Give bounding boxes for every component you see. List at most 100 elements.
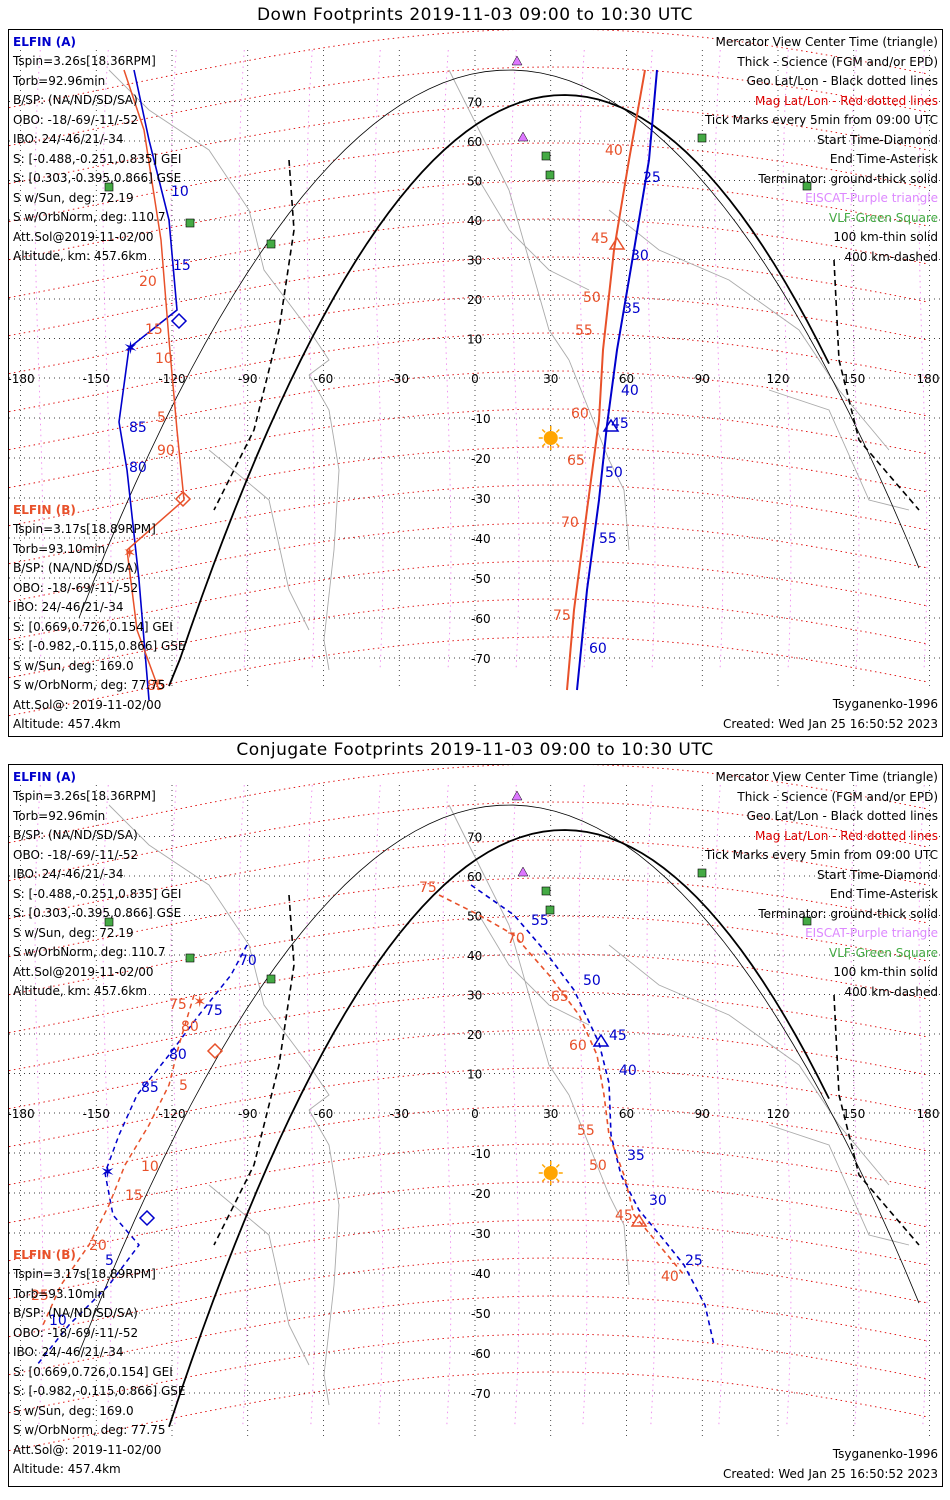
elfin-a-tick-label: 40 <box>621 383 639 399</box>
elfin-b-tick-label: 10 <box>155 351 173 367</box>
satellite-info-line: B/SP: (NA/ND/SD/SA) <box>13 1306 138 1320</box>
coastline <box>608 944 890 1186</box>
vlf-station-square-icon <box>266 974 276 984</box>
elfin-b-tick-label: 65 <box>567 453 585 469</box>
satellite-info-line: S w/OrbNorm, deg: 77.75 <box>13 678 166 692</box>
elfin-a-tick-label: 50 <box>583 973 601 989</box>
elfin-a-track-east <box>470 884 715 1346</box>
mag-longitude-line <box>374 784 384 1426</box>
terminator-400km-line <box>213 894 295 1246</box>
sun-ray <box>555 1163 560 1168</box>
elfin-b-tick-label: 45 <box>591 231 609 247</box>
lat-tick-label: -20 <box>471 1187 491 1201</box>
sun-ray <box>541 1178 546 1183</box>
legend-line: EISCAT-Purple triangle <box>805 926 938 940</box>
satellite-info-line: Torb=93.10min <box>13 1286 106 1301</box>
elfin-b-title: ELFIN (B) <box>13 503 76 517</box>
lat-tick-label: -40 <box>471 532 491 546</box>
lat-tick-label: -20 <box>471 452 491 466</box>
satellite-info-line: Att.Sol@: 2019-11-02/00 <box>13 697 162 712</box>
terminator-400km-line <box>213 159 295 511</box>
legend-line: Geo Lat/Lon - Black dotted lines <box>746 809 938 823</box>
mag-latitude-line <box>9 1143 930 1224</box>
elfin-a-tick-label: 40 <box>619 1063 637 1079</box>
mag-latitude-line <box>9 1257 930 1338</box>
lat-tick-label: 20 <box>467 293 482 307</box>
satellite-info-line: Torb=92.96min <box>13 808 106 823</box>
elfin-a-title: ELFIN (A) <box>13 770 76 784</box>
elfin-a-tick-label: 70 <box>239 953 257 969</box>
satellite-info-line: Att.Sol@: 2019-11-02/00 <box>13 1442 162 1457</box>
legend-line: Thick - Science (FGM and/or EPD) <box>737 54 938 69</box>
elfin-a-tick-label: 10 <box>49 1313 67 1329</box>
mag-longitude-line <box>646 784 656 1426</box>
mag-longitude-line <box>782 49 792 671</box>
elfin-a-tick-label: 25 <box>685 1253 703 1269</box>
panel-title-conjugate: Conjugate Footprints 2019-11-03 09:00 to… <box>236 740 714 760</box>
lat-tick-label: 60 <box>467 135 482 149</box>
mag-latitude-line <box>9 801 930 882</box>
elfin-a-tick-label: 45 <box>609 1028 627 1044</box>
coastline <box>478 914 590 1026</box>
satellite-info-line: Altitude: 457.4km <box>13 1462 121 1476</box>
mag-latitude-line <box>9 66 930 147</box>
elfin-a-tick-label: 30 <box>649 1193 667 1209</box>
elfin-b-tick-label: 40 <box>661 1269 679 1285</box>
lat-tick-label: -60 <box>471 1347 491 1361</box>
elfin-b-tick-label: 10 <box>141 1159 159 1175</box>
mag-longitude-line <box>102 784 112 1426</box>
mag-latitude-line <box>9 484 930 565</box>
mag-latitude-line <box>9 294 930 375</box>
elfin-b-tick-label: 70 <box>507 931 525 947</box>
mag-latitude-line <box>9 370 930 451</box>
lon-tick-label: 90 <box>695 1107 710 1121</box>
satellite-info-line: Tspin=3.26s[18.36RPM] <box>13 789 156 803</box>
elfin-b-start-diamond-icon <box>174 490 192 508</box>
vlf-station-square-icon <box>802 916 812 926</box>
elfin-b-tick-label: 50 <box>583 290 601 306</box>
lat-tick-label: 30 <box>467 989 482 1003</box>
lon-tick-label: -180 <box>9 1107 35 1121</box>
satellite-info-line: S w/Sun, deg: 72.19 <box>13 925 134 940</box>
coastline <box>768 389 910 511</box>
lat-tick-label: -50 <box>471 572 491 586</box>
satellite-info-line: OBO: -18/-69/-11/-52 <box>13 847 139 862</box>
elfin-b-tick-label: 20 <box>89 1238 107 1254</box>
lon-tick-label: 60 <box>619 1107 634 1121</box>
satellite-info-line: S w/OrbNorm, deg: 110.7 <box>13 210 166 224</box>
legend-line: Geo Lat/Lon - Black dotted lines <box>746 74 938 88</box>
eiscat-triangle-icon <box>511 55 523 66</box>
coastline <box>768 1124 910 1246</box>
lon-tick-label: 150 <box>842 372 865 386</box>
elfin-b-end-asterisk-icon: ✶ <box>123 543 136 562</box>
model-label: Tsyganenko-1996 <box>832 1447 938 1461</box>
vlf-station-square-icon <box>545 170 555 180</box>
elfin-a-tick-label: 45 <box>611 416 629 432</box>
legend-line: 100 km-thin solid <box>833 965 938 979</box>
sun-ray <box>541 428 546 433</box>
lon-tick-label: 30 <box>543 1107 558 1121</box>
satellite-info-line: Altitude, km: 457.6km <box>13 984 148 998</box>
coastline <box>448 804 570 1096</box>
terminator-100km-line <box>78 804 920 1354</box>
lon-tick-label: 0 <box>471 1107 479 1121</box>
elfin-a-tick-label: 30 <box>631 248 649 264</box>
coastline <box>108 804 330 1111</box>
legend-line: Mag Lat/Lon - Red dotted lines <box>754 93 938 108</box>
mag-latitude-line <box>9 765 930 844</box>
mag-longitude-line <box>170 784 180 1426</box>
lat-tick-label: 20 <box>467 1028 482 1042</box>
elfin-b-tick-label: 85 <box>147 678 165 694</box>
map-canvas-down: 70605040302010-10-20-30-40-50-60-70-180-… <box>9 30 942 717</box>
lon-tick-label: -90 <box>238 1107 258 1121</box>
lat-tick-label: -60 <box>471 612 491 626</box>
mag-longitude-line <box>238 784 248 1426</box>
legend-line: Mercator View Center Time (triangle) <box>715 770 938 784</box>
coastline <box>208 449 310 631</box>
mag-longitude-line <box>306 49 316 671</box>
lat-tick-label: -30 <box>471 1227 491 1241</box>
elfin-a-tick-label: 15 <box>173 258 191 274</box>
lon-tick-label: -120 <box>158 1107 185 1121</box>
model-label: Tsyganenko-1996 <box>832 697 938 711</box>
sun-ray <box>541 1163 546 1168</box>
